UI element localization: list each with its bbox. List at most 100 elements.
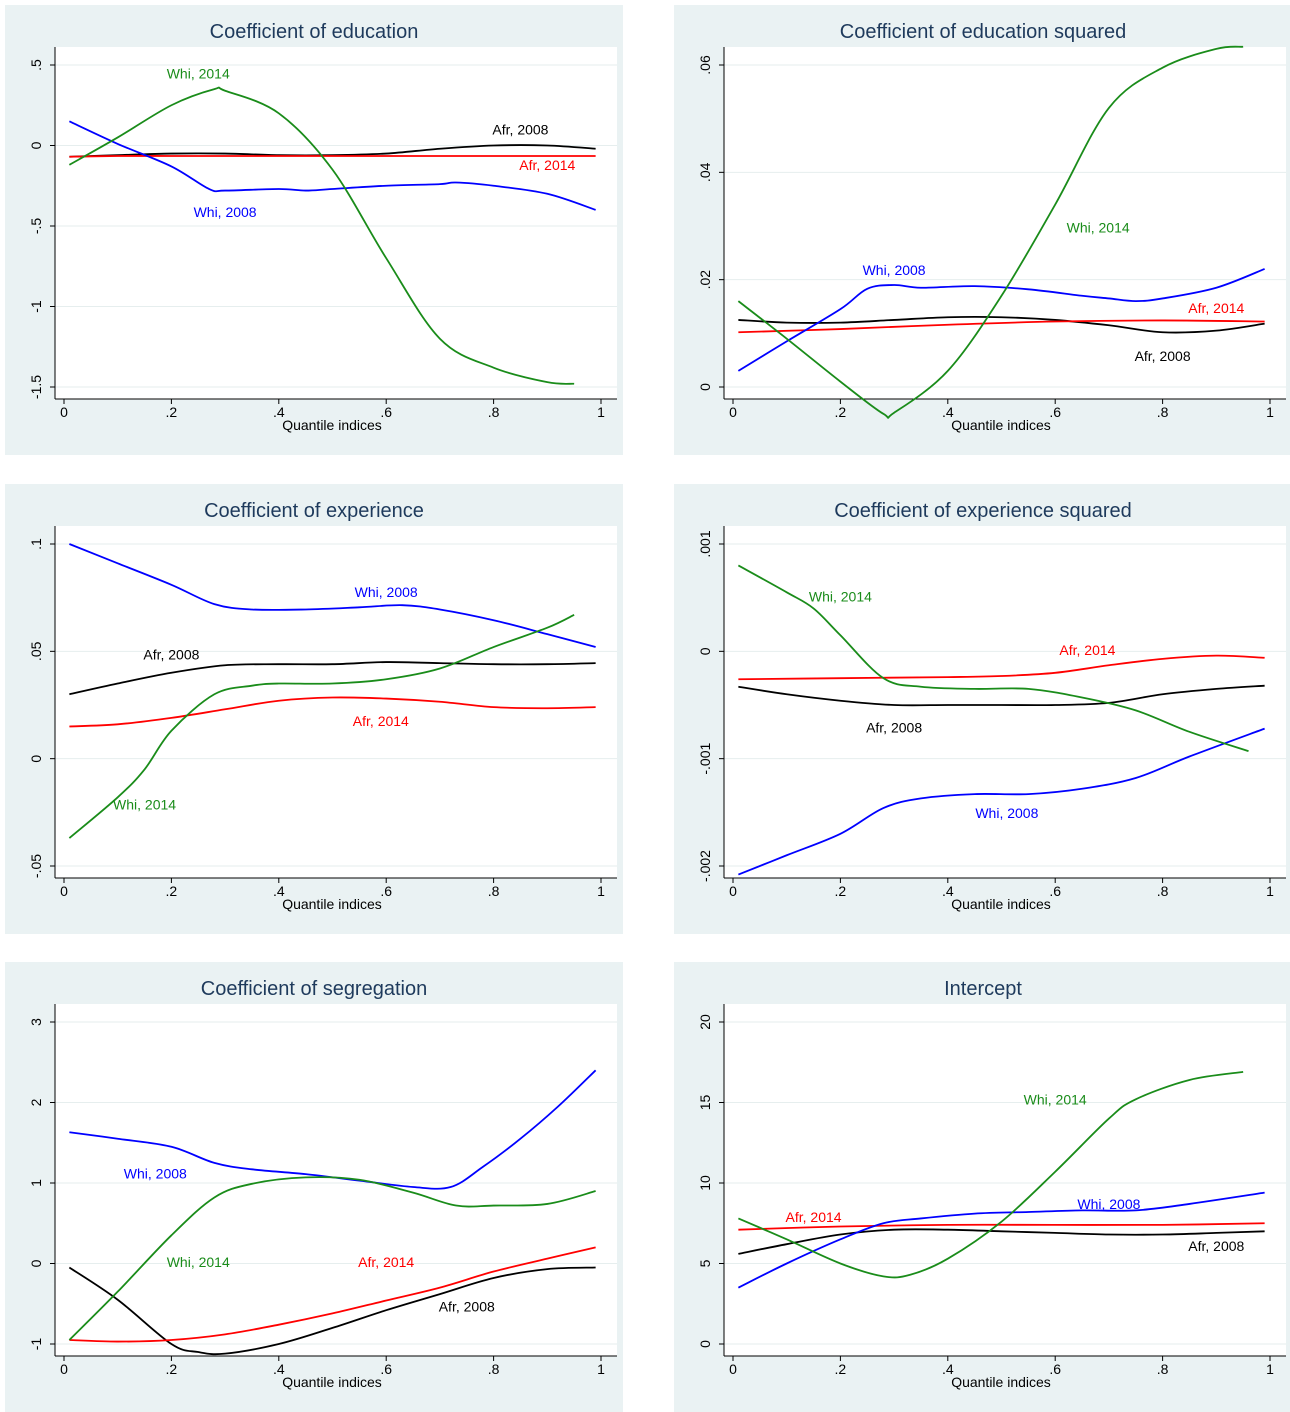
x-tick-label: .2 (835, 1361, 847, 1377)
series-line (68, 1266, 596, 1356)
x-tick-label: 0 (60, 404, 68, 420)
x-tick-label: 0 (729, 404, 737, 420)
chart-svg: -1.5 -1 -.5 0 .5 0 .2 .4 .6 .8 1 Quantile indices Af… (28, 47, 617, 433)
x-tick-label: .4 (942, 404, 954, 420)
chart-title: Coefficient of education squared (839, 21, 1127, 43)
series-line (69, 1246, 596, 1343)
chart-panel: Intercept 0 5 10 15 20 0 .2 .4 .6 .8 1 Quantile indi… (674, 962, 1290, 1412)
x-tick-label: 1 (1266, 1361, 1274, 1377)
y-tick-label: .1 (28, 538, 44, 550)
chart-title: Intercept (944, 978, 1022, 1000)
y-tick-label: .06 (697, 55, 713, 75)
series-label: Whi, 2008 (194, 204, 257, 220)
series-label: Afr, 2014 (358, 1254, 414, 1270)
plot-area (55, 1004, 617, 1356)
chart-panel: Coefficient of education -1.5 -1 -.5 0 .5 0 .2.… (5, 5, 623, 455)
y-tick-label: .04 (697, 162, 713, 182)
series-line (737, 564, 1249, 753)
series-label: Whi, 2014 (167, 1254, 230, 1270)
series-line (738, 1071, 1244, 1279)
y-tick-label: .001 (697, 530, 713, 557)
plot-area (55, 47, 617, 399)
series-label: Whi, 2008 (863, 262, 926, 278)
series-line (738, 316, 1265, 334)
chart-svg: 0 .02 .04 .06 0 .2 .4 .6 .8 1 Quantile indices Afr,… (697, 45, 1286, 433)
series-line (737, 268, 1265, 372)
x-tick-label: .6 (1049, 404, 1061, 420)
x-tick-label: .2 (835, 404, 847, 420)
chart-panel: Coefficient of education squared 0 .02 .04.… (674, 5, 1290, 455)
chart-svg: -.05 0 .05 .1 0 .2 .4 .6 .8 1 Quantile indices Afr,… (28, 526, 617, 912)
plot-area (55, 526, 617, 878)
x-tick-label: .4 (273, 1361, 285, 1377)
series-line (68, 120, 596, 211)
series-label: Whi, 2008 (1077, 1196, 1140, 1212)
x-tick-label: 0 (729, 1361, 737, 1377)
y-tick-label: -1.5 (28, 375, 44, 399)
x-tick-label: .2 (166, 404, 178, 420)
x-tick-label: .6 (380, 883, 392, 899)
x-tick-label: .4 (942, 1361, 954, 1377)
series-line (69, 661, 596, 696)
x-tick-label: 1 (597, 1361, 605, 1377)
series-label: Afr, 2014 (353, 713, 409, 729)
series-line (69, 696, 596, 728)
x-tick-label: .8 (488, 404, 500, 420)
y-tick-label: 0 (697, 1340, 713, 1348)
y-tick-label: .5 (28, 59, 44, 71)
x-tick-label: 1 (597, 883, 605, 899)
series-line (737, 45, 1244, 419)
y-tick-label: 0 (28, 755, 44, 763)
series-label: Whi, 2014 (1024, 1092, 1087, 1108)
series-label: Afr, 2014 (786, 1209, 842, 1225)
x-axis-label: Quantile indices (282, 417, 382, 433)
x-tick-label: 1 (1266, 883, 1274, 899)
y-tick-label: 0 (697, 383, 713, 391)
y-tick-label: .02 (697, 270, 713, 290)
plot-area (724, 526, 1286, 878)
x-tick-label: .4 (273, 404, 285, 420)
plot-area (724, 1004, 1286, 1356)
series-label: Afr, 2008 (866, 719, 922, 735)
y-tick-label: .05 (28, 641, 44, 661)
x-axis-label: Quantile indices (951, 896, 1051, 912)
series-label: Afr, 2014 (1059, 642, 1115, 658)
series-label: Afr, 2008 (143, 646, 199, 662)
y-tick-label: 0 (28, 1259, 44, 1267)
series-line (738, 1222, 1265, 1231)
chart-title: Coefficient of segregation (200, 978, 428, 1000)
x-tick-label: 0 (60, 883, 68, 899)
chart-panel: Coefficient of segregation -1 0 1 2 3 0 .2 .4 .6.… (5, 962, 623, 1412)
x-tick-label: .4 (942, 883, 954, 899)
chart-svg: -.002 -.001 0 .001 0 .2 .4 .6 .8 1 Quantile indice… (697, 526, 1286, 912)
chart-panel: Coefficient of experience squared -.002 -.… (674, 484, 1290, 934)
series-line (738, 654, 1265, 681)
x-tick-label: .2 (835, 883, 847, 899)
y-tick-label: 10 (697, 1175, 713, 1191)
series-line (738, 319, 1265, 334)
x-tick-label: .6 (380, 1361, 392, 1377)
y-tick-label: 1 (28, 1179, 44, 1187)
y-tick-label: 2 (28, 1098, 44, 1106)
series-line (738, 684, 1265, 707)
x-axis-label: Quantile indices (951, 1374, 1051, 1390)
x-tick-label: .6 (1049, 883, 1061, 899)
x-tick-label: 0 (60, 1361, 68, 1377)
series-line (738, 1228, 1265, 1255)
chart-title: Coefficient of experience squared (834, 500, 1132, 522)
x-tick-label: .6 (380, 404, 392, 420)
x-tick-label: .8 (488, 1361, 500, 1377)
x-tick-label: .8 (1157, 1361, 1169, 1377)
x-tick-label: 1 (1266, 404, 1274, 420)
series-line (737, 1191, 1265, 1289)
y-tick-label: 0 (697, 647, 713, 655)
y-tick-label: -.5 (28, 218, 44, 235)
series-label: Whi, 2008 (355, 584, 418, 600)
y-tick-label: 3 (28, 1018, 44, 1026)
y-tick-label: -1 (28, 1338, 44, 1351)
x-tick-label: .2 (166, 883, 178, 899)
chart-title: Coefficient of experience (204, 500, 424, 522)
series-label: Afr, 2014 (519, 157, 575, 173)
series-label: Afr, 2008 (439, 1298, 495, 1314)
y-tick-label: 5 (697, 1259, 713, 1267)
